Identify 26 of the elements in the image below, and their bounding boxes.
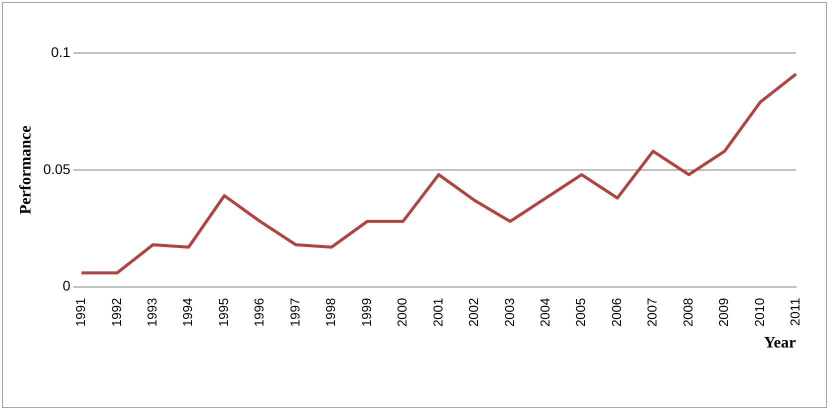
x-tick-label: 1993 — [144, 298, 160, 327]
x-tick-label: 2005 — [573, 298, 588, 327]
x-tick-label: 1992 — [108, 298, 124, 327]
x-tick-label: 2003 — [502, 298, 517, 327]
x-tick-label: 1996 — [252, 298, 267, 327]
x-tick-label: 2000 — [394, 298, 410, 327]
x-tick-label: 1994 — [180, 298, 196, 327]
x-tick-label: 2010 — [752, 298, 767, 327]
x-tick-label: 2011 — [788, 298, 803, 326]
x-tick-label: 1998 — [323, 298, 338, 327]
x-axis-title: Year — [764, 334, 796, 352]
x-tick-label: 2009 — [716, 298, 732, 327]
y-tick-label: 0.05 — [43, 160, 71, 177]
x-tick-label: 1991 — [73, 298, 88, 327]
y-tick-label: 0.1 — [50, 44, 71, 60]
x-tick-label: 2004 — [537, 298, 552, 327]
x-tick-label: 2007 — [644, 298, 660, 327]
y-tick-label: 0 — [62, 278, 71, 294]
x-tick-label: 2008 — [680, 298, 696, 327]
y-axis-title: Performance — [18, 126, 35, 214]
x-tick-label: 2001 — [430, 298, 446, 327]
x-tick-label: 2002 — [466, 298, 482, 327]
x-tick-label: 1999 — [358, 298, 374, 327]
x-tick-label: 1997 — [287, 298, 302, 327]
x-tick-label: 2006 — [608, 298, 624, 327]
x-tick-label: 1995 — [216, 298, 231, 327]
